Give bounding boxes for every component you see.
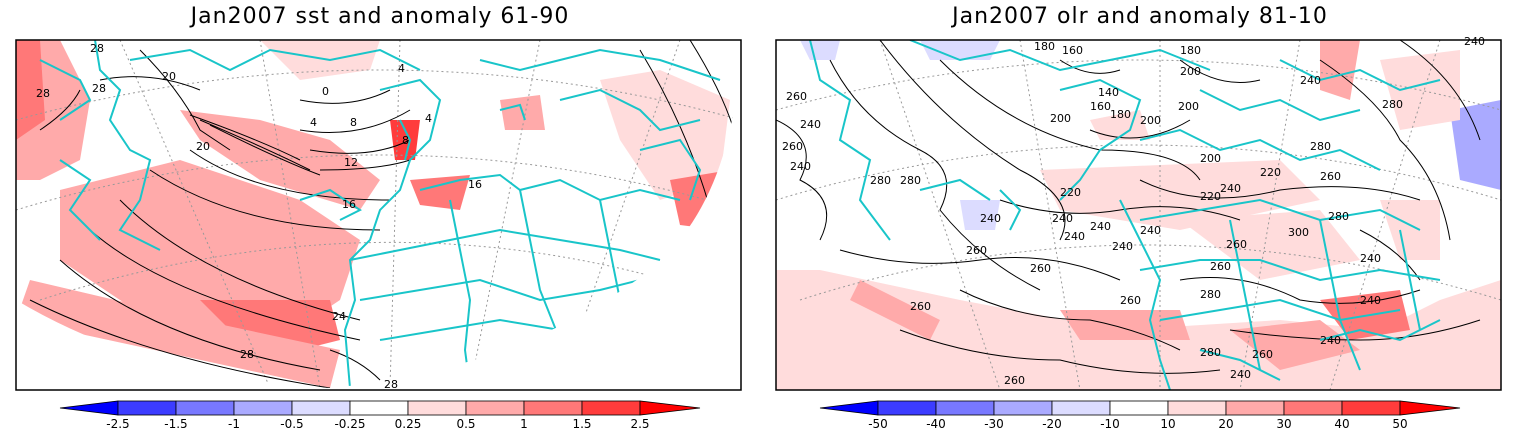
colorbar-label: 0.5	[456, 417, 475, 430]
contour-label: 8	[350, 116, 357, 129]
colorbar-label: -2.5	[106, 417, 129, 430]
contour-label: 0	[322, 85, 329, 98]
contour-label: 240	[1360, 294, 1381, 307]
colorbar-label: -1	[228, 417, 240, 430]
contour-label: 4	[425, 112, 432, 125]
contour-label: 140	[1098, 86, 1119, 99]
contour-label: 220	[1260, 166, 1281, 179]
contour-label: 200	[1140, 114, 1161, 127]
contour-label: 28	[36, 87, 50, 100]
contour-label: 240	[790, 160, 811, 173]
contour-label: 28	[384, 378, 398, 391]
contour-label: 220	[1200, 190, 1221, 203]
contour-label: 300	[1288, 226, 1309, 239]
colorbar: -50 -40 -30 -20 -10 10 20 30 40 50	[819, 400, 1461, 430]
contour-label: 200	[1200, 152, 1221, 165]
contour-label: 28	[92, 82, 106, 95]
contour-label: 260	[910, 300, 931, 313]
colorbar-label: 1	[520, 417, 528, 430]
contour-label: 260	[786, 90, 807, 103]
colorbar-label: 2.5	[630, 417, 649, 430]
contour-label: 20	[162, 70, 176, 83]
contour-label: 260	[1226, 238, 1247, 251]
contour-label: 260	[1252, 348, 1273, 361]
contour-label: 240	[1230, 368, 1251, 381]
colorbar-label: -40	[926, 417, 946, 430]
contour-label: 280	[1200, 346, 1221, 359]
contour-label: 160	[1090, 100, 1111, 113]
colorbar: -2.5 -1.5 -1 -0.5 -0.25 0.25 0.5 1 1.5 2…	[59, 400, 701, 430]
contour-label: 280	[900, 174, 921, 187]
colorbar-label: -30	[984, 417, 1004, 430]
contour-label: 240	[800, 118, 821, 131]
colorbar-label: -50	[868, 417, 888, 430]
contour-label: 28	[240, 348, 254, 361]
contour-label: 240	[1112, 240, 1133, 253]
contour-label: 20	[196, 140, 210, 153]
contour-label: 260	[1320, 170, 1341, 183]
contour-label: 240	[1090, 220, 1111, 233]
panel-sst: Jan2007 sst and anomaly 61-90	[15, 4, 742, 430]
contour-label: 260	[1030, 262, 1051, 275]
contour-label: 280	[1200, 288, 1221, 301]
contour-label: 180	[1180, 44, 1201, 57]
contour-label: 280	[870, 174, 891, 187]
colorbar-label: 1.5	[572, 417, 591, 430]
colorbar-label: 40	[1334, 417, 1349, 430]
contour-label: 160	[1062, 44, 1083, 57]
contour-label: 260	[782, 140, 803, 153]
contour-label: 28	[90, 42, 104, 55]
contour-label: 220	[1060, 186, 1081, 199]
colorbar-label: -20	[1042, 417, 1062, 430]
contour-label: 200	[1050, 112, 1071, 125]
colorbar-label: -1.5	[164, 417, 187, 430]
contour-label: 280	[1328, 210, 1349, 223]
contour-label: 260	[1004, 374, 1025, 387]
colorbar-label: 30	[1276, 417, 1291, 430]
colorbar-label: -10	[1100, 417, 1120, 430]
panel-olr: Jan2007 olr and anomaly 81-10	[760, 0, 1520, 430]
contour-label: 260	[1210, 260, 1231, 273]
contour-label: 280	[1310, 140, 1331, 153]
contour-label: 260	[1120, 294, 1141, 307]
contour-label: 260	[966, 244, 987, 257]
map-title: Jan2007 sst and anomaly 61-90	[190, 4, 570, 29]
contour-label: 240	[1300, 74, 1321, 87]
contour-label: 240	[1052, 212, 1073, 225]
contour-label: 180	[1110, 108, 1131, 121]
contour-label: 240	[1320, 334, 1341, 347]
contour-label: 240	[1360, 252, 1381, 265]
colorbar-label: 10	[1160, 417, 1175, 430]
colorbar-label: 50	[1392, 417, 1407, 430]
contour-label: 12	[344, 156, 358, 169]
contour-label: 16	[342, 198, 356, 211]
contour-label: 200	[1180, 65, 1201, 78]
contour-label: 280	[1382, 98, 1403, 111]
contour-label: 240	[1064, 230, 1085, 243]
contour-label: 240	[1464, 35, 1485, 48]
contour-label: 4	[310, 116, 317, 129]
colorbar-label: 0.25	[395, 417, 422, 430]
contour-label: 4	[398, 62, 405, 75]
sst-map: 28 28 28 20 20 0 4 4 8 4 8 12 16 16 24 2…	[15, 39, 742, 430]
contour-label: 240	[1220, 182, 1241, 195]
contour-label: 16	[468, 178, 482, 191]
contour-label: 24	[332, 310, 346, 323]
contour-label: 240	[980, 212, 1001, 225]
colorbar-label: 20	[1218, 417, 1233, 430]
olr-map: 180 160 180 240 200 260 240 260 140 160 …	[775, 35, 1502, 430]
colorbar-label: -0.25	[334, 417, 365, 430]
colorbar-label: -0.5	[280, 417, 303, 430]
contour-label: 200	[1178, 100, 1199, 113]
contour-label: 240	[1140, 224, 1161, 237]
contour-label: 8	[402, 134, 409, 147]
contour-label: 180	[1034, 40, 1055, 53]
map-title: Jan2007 olr and anomaly 81-10	[952, 4, 1328, 29]
